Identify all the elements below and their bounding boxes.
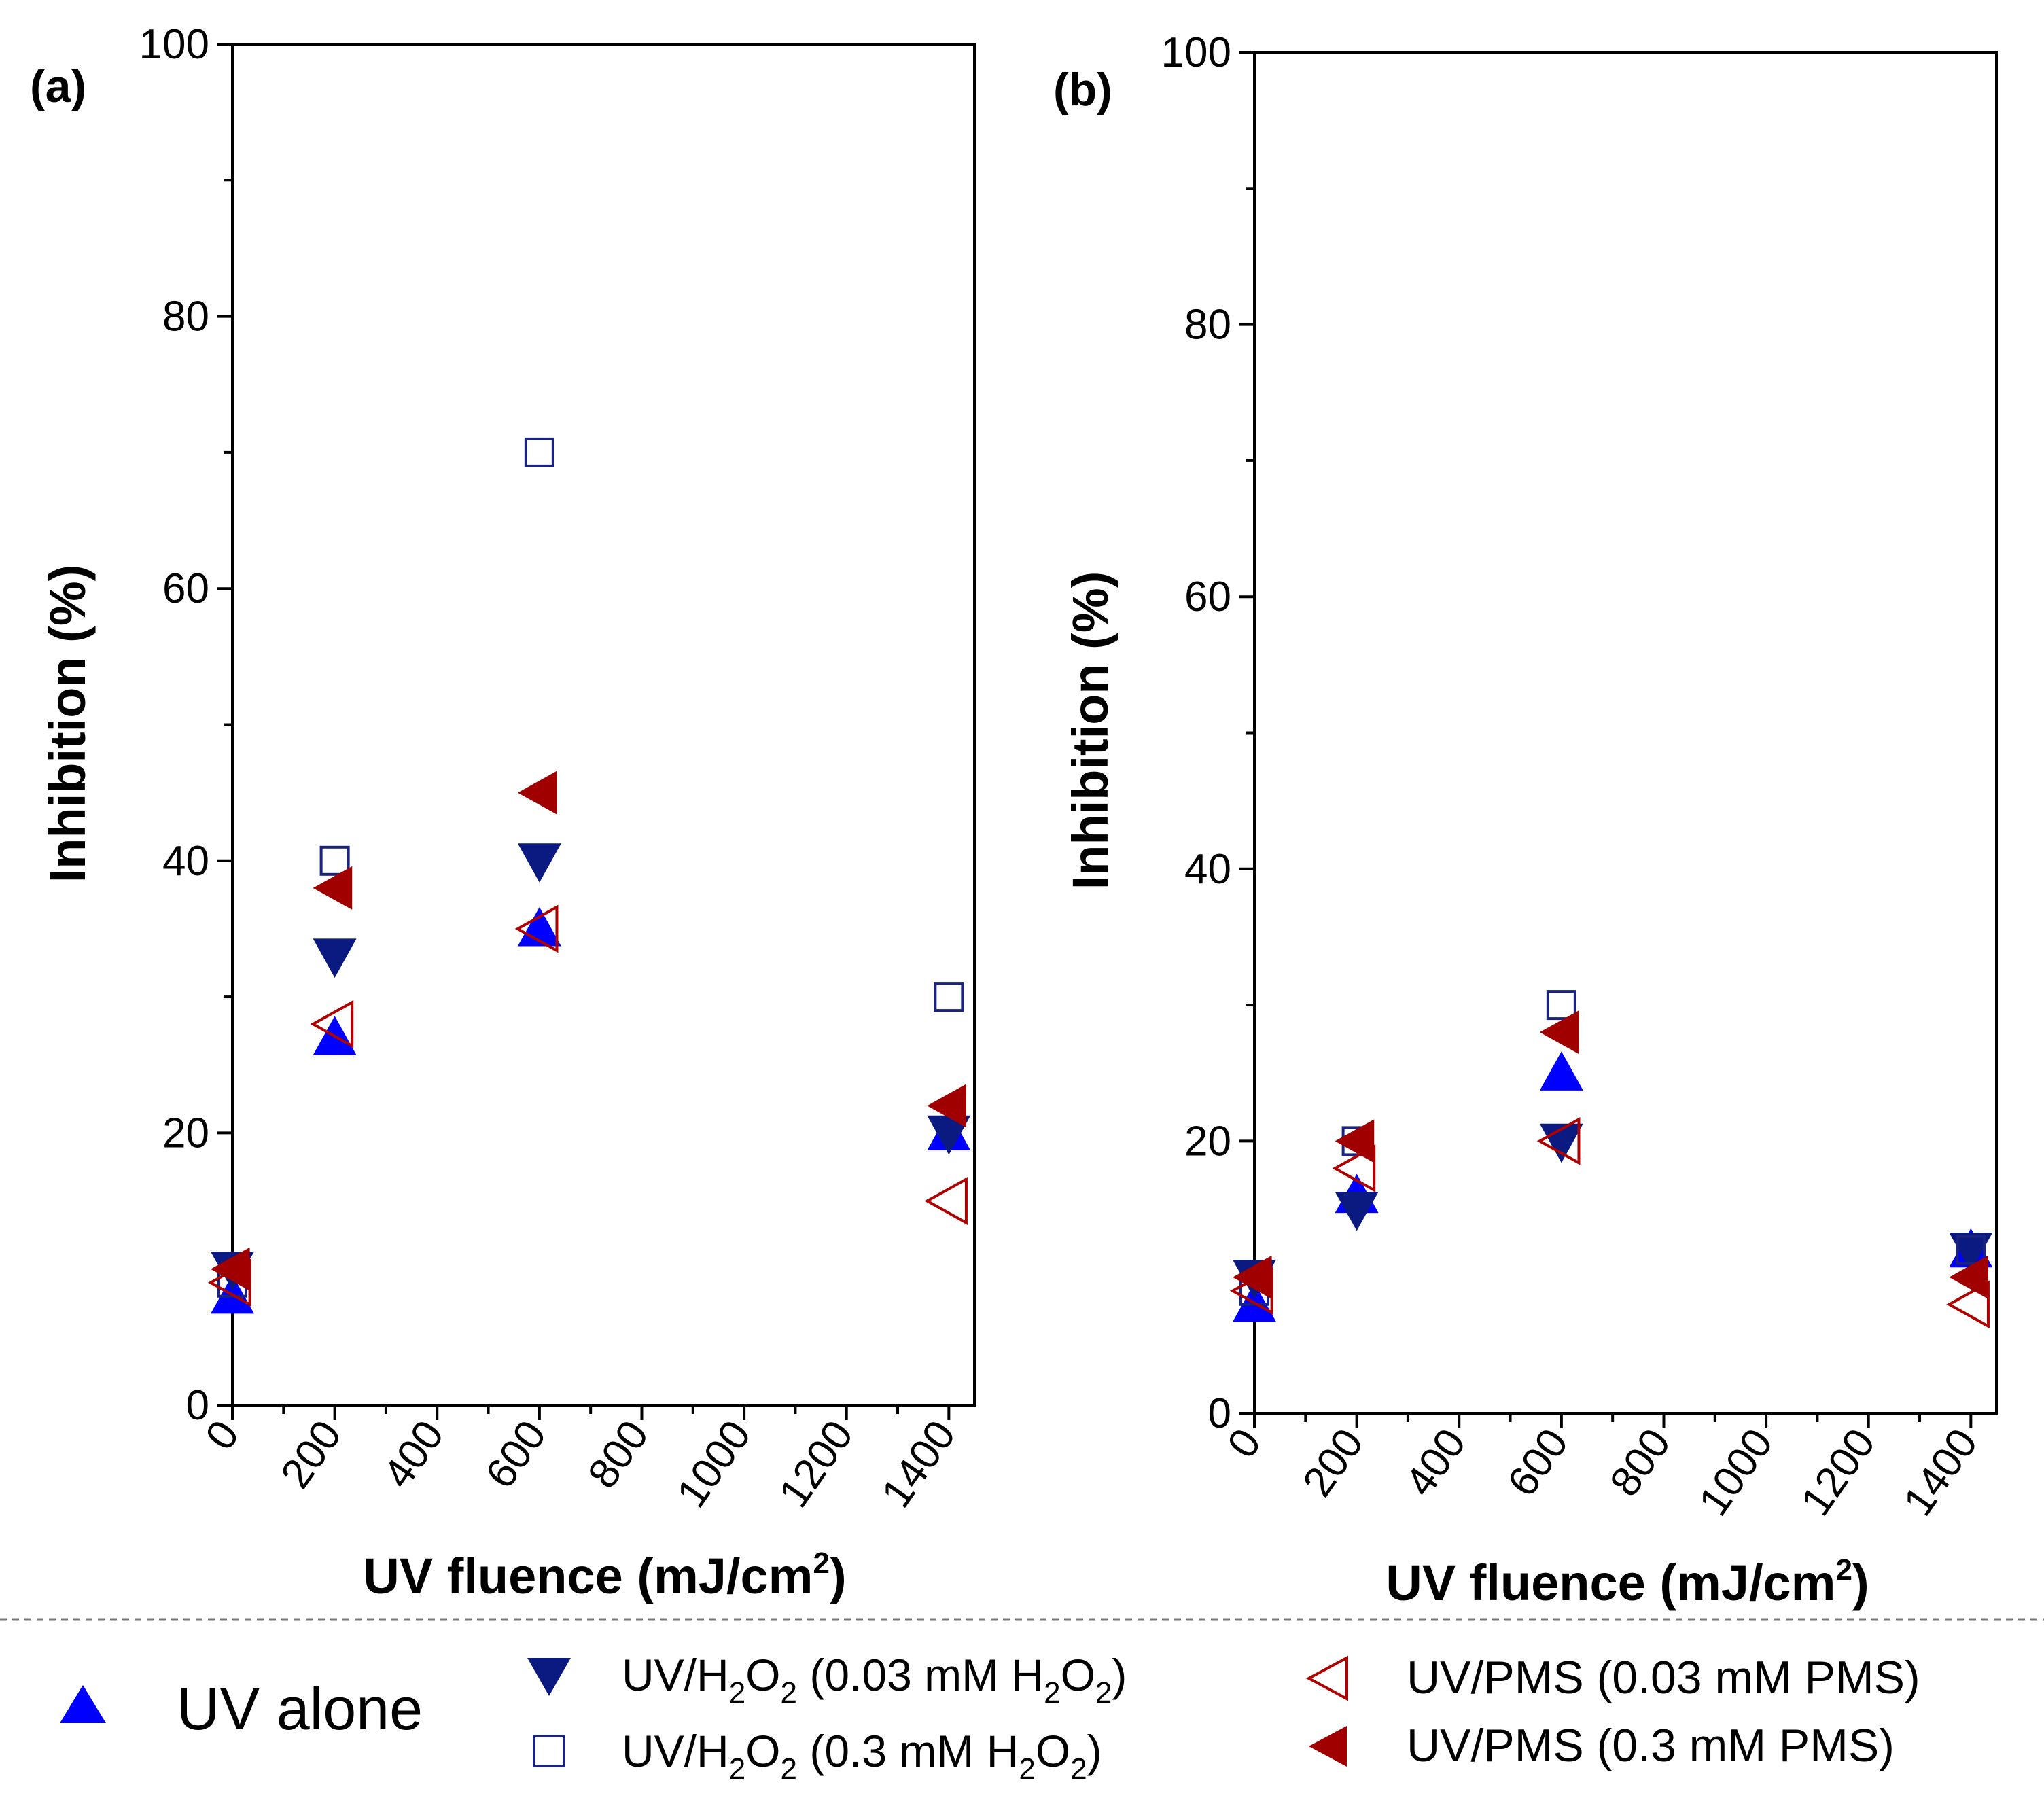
point-uv-pms-0-03-mm-pms [924, 1177, 968, 1225]
point-uv-pms-0-3-mm-pms [1539, 1010, 1579, 1055]
legend: UV alone UV/H2O2 (0.03 mM H2O2) UV/H2O2 … [60, 1650, 1920, 1786]
x-tick-label: 200 [272, 1412, 351, 1496]
panel-a-frame [231, 43, 976, 1407]
point-uv-alone [517, 906, 561, 947]
y-tick-label: 60 [1184, 573, 1231, 620]
legend-item-uv-alone: UV alone [60, 1675, 423, 1742]
x-tick-label: 1000 [668, 1412, 760, 1516]
point-uv-alone [1539, 1051, 1583, 1091]
legend-item-pms-low: UV/PMS (0.03 mM PMS) [1305, 1652, 1920, 1703]
point-uv-pms-0-3-mm-pms [927, 1084, 966, 1128]
point-uv-pms-0-03-mm-pms [514, 904, 559, 953]
point-uv-pms-0-3-mm-pms [211, 1247, 250, 1291]
x-tick-label: 800 [1601, 1420, 1680, 1504]
panel-a-points [207, 437, 971, 1314]
point-uv-h2o2-0-03-mm-h2o2 [517, 843, 561, 883]
legend-label-h2o2-high: UV/H2O2 (0.3 mM H2O2) [622, 1726, 1102, 1786]
panel-b-y-ticks: 0 20 40 60 80 100 [1161, 29, 1254, 1437]
point-uv-h2o2-0-3-mm-h2o2 [1546, 990, 1576, 1021]
panel-a-x-axis-title: UV fluence (mJ/cm2) [363, 1546, 846, 1604]
panel-b-points [1229, 990, 1993, 1329]
panel-a-label: (a) [30, 60, 86, 112]
x-tick-label: 1200 [1793, 1420, 1885, 1524]
x-tick-label: 400 [1396, 1420, 1475, 1504]
legend-label-pms-high: UV/PMS (0.3 mM PMS) [1407, 1720, 1895, 1771]
panel-b-x-ticks: 0 200 400 600 800 1000 1200 1400 [1218, 1413, 1987, 1524]
panel-a-x-ticks: 0 200 400 600 800 1000 1200 1400 [196, 1405, 965, 1516]
point-uv-h2o2-0-3-mm-h2o2 [524, 437, 554, 467]
y-tick-label: 100 [1161, 29, 1231, 76]
legend-item-pms-high: UV/PMS (0.3 mM PMS) [1309, 1720, 1895, 1771]
point-uv-pms-0-03-mm-pms [1332, 1144, 1376, 1192]
legend-item-h2o2-high: UV/H2O2 (0.3 mM H2O2) [533, 1726, 1102, 1786]
point-uv-pms-0-03-mm-pms [310, 1000, 354, 1048]
x-tick-label: 200 [1294, 1420, 1373, 1504]
y-tick-label: 100 [139, 21, 209, 68]
panel-a-y-axis-title: Inhibition (%) [39, 565, 96, 883]
x-tick-label: 1000 [1690, 1420, 1782, 1524]
x-tick-label: 600 [1498, 1420, 1577, 1504]
y-tick-label: 80 [162, 294, 209, 340]
point-uv-pms-0-3-mm-pms [1335, 1119, 1375, 1163]
point-uv-h2o2-0-03-mm-h2o2 [927, 1115, 971, 1155]
legend-label-uv-alone: UV alone [177, 1675, 423, 1742]
point-uv-pms-0-3-mm-pms [313, 866, 353, 910]
panel-a-y-ticks: 0 20 40 60 80 100 [139, 21, 232, 1429]
x-tick-label: 400 [374, 1412, 453, 1496]
point-uv-pms-0-3-mm-pms [1233, 1255, 1272, 1299]
legend-marker-square [533, 1735, 565, 1767]
x-tick-label: 1400 [873, 1412, 965, 1516]
point-uv-pms-0-3-mm-pms [1949, 1255, 1988, 1299]
point-uv-h2o2-0-03-mm-h2o2 [313, 938, 357, 978]
y-tick-label: 0 [186, 1382, 209, 1429]
point-uv-h2o2-0-03-mm-h2o2 [1949, 1233, 1993, 1272]
legend-marker-triangle-left-open [1305, 1655, 1348, 1701]
point-uv-pms-0-03-mm-pms [1946, 1280, 1990, 1329]
point-uv-h2o2-0-3-mm-h2o2 [1956, 1235, 1986, 1265]
y-tick-label: 40 [162, 838, 209, 885]
x-tick-label: 1200 [771, 1412, 863, 1516]
x-tick-label: 600 [476, 1412, 555, 1496]
point-uv-pms-0-03-mm-pms [1536, 1117, 1581, 1165]
legend-item-h2o2-low: UV/H2O2 (0.03 mM H2O2) [527, 1650, 1127, 1710]
legend-marker-triangle-left-filled [1309, 1726, 1347, 1767]
y-tick-label: 20 [1184, 1118, 1231, 1165]
legend-marker-triangle-down [527, 1658, 571, 1696]
x-tick-label: 800 [579, 1412, 658, 1496]
panel-b-label: (b) [1053, 64, 1112, 116]
panel-b-x-axis-title: UV fluence (mJ/cm2) [1386, 1553, 1869, 1611]
y-tick-label: 0 [1208, 1390, 1231, 1437]
y-tick-label: 80 [1184, 302, 1231, 349]
y-tick-label: 60 [162, 565, 209, 612]
panel-b: (b) 0 20 40 60 80 100 0 200 400 600 800 1000 1200 14… [1053, 29, 1998, 1611]
point-uv-pms-0-3-mm-pms [517, 771, 557, 815]
legend-marker-triangle-up [60, 1685, 106, 1723]
point-uv-h2o2-0-03-mm-h2o2 [1539, 1123, 1583, 1163]
point-uv-h2o2-0-3-mm-h2o2 [319, 845, 350, 876]
legend-label-pms-low: UV/PMS (0.03 mM PMS) [1407, 1652, 1920, 1703]
legend-label-h2o2-low: UV/H2O2 (0.03 mM H2O2) [622, 1650, 1127, 1710]
x-tick-label: 1400 [1895, 1420, 1987, 1524]
panel-b-y-axis-title: Inhibition (%) [1062, 571, 1118, 890]
y-tick-label: 40 [1184, 846, 1231, 893]
y-tick-label: 20 [162, 1110, 209, 1156]
panel-a: (a) 0 20 40 60 80 100 0 200 400 600 800 1000 1200 14… [30, 21, 976, 1604]
point-uv-h2o2-0-03-mm-h2o2 [1335, 1191, 1379, 1231]
point-uv-h2o2-0-3-mm-h2o2 [934, 982, 964, 1012]
